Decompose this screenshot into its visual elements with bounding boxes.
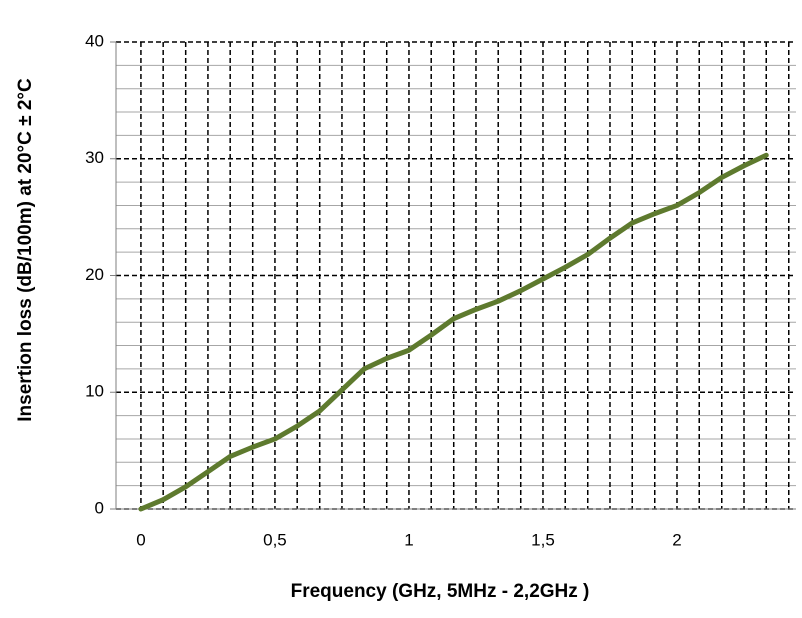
x-tick-label: 1,5 [531, 530, 555, 549]
x-tick-label: 0,5 [263, 530, 287, 549]
y-tick-label: 20 [85, 265, 104, 284]
x-tick-label: 0 [136, 530, 145, 549]
data-line [138, 152, 769, 512]
x-tick-label: 1 [404, 530, 413, 549]
y-tick-label: 40 [85, 31, 104, 50]
x-axis-title: Frequency (GHz, 5MHz - 2,2GHz ) [291, 581, 590, 602]
x-tick-label: 2 [672, 530, 681, 549]
y-axis-title: Insertion loss (dB/100m) at 20°C ± 2°C [15, 78, 36, 422]
y-tick-label: 0 [95, 498, 104, 517]
y-tick-label: 30 [85, 148, 104, 167]
y-tick-label: 10 [85, 382, 104, 401]
